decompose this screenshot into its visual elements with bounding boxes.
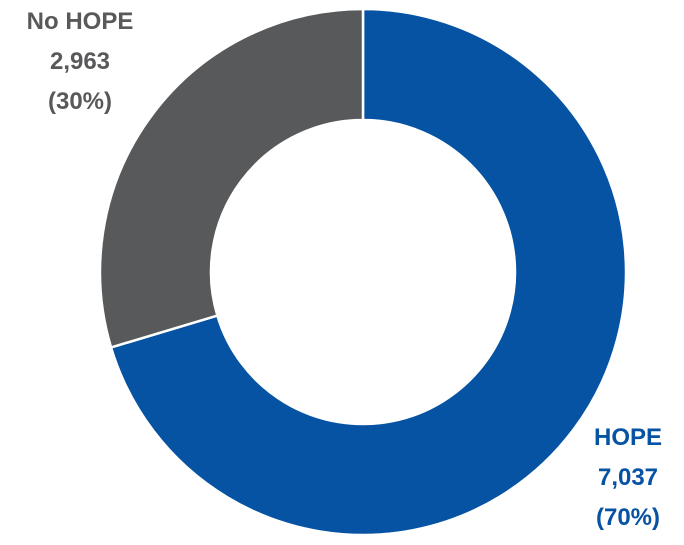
donut-slice-hope	[109, 7, 628, 537]
data-label-hope-category: HOPE	[593, 424, 662, 451]
data-label-hope-value: 7,037	[597, 464, 659, 491]
data-label-no-hope-value: 2,963	[49, 48, 111, 75]
data-label-hope-percent: (70%)	[595, 504, 661, 531]
donut-slice-no-hope	[98, 7, 365, 349]
data-label-no-hope-percent: (30%)	[47, 88, 113, 115]
data-label-no-hope-category: No HOPE	[26, 8, 134, 35]
data-label-no-hope: No HOPE 2,963 (30%)	[0, 2, 160, 122]
data-label-hope: HOPE 7,037 (70%)	[572, 418, 684, 538]
donut-slices	[98, 7, 628, 537]
